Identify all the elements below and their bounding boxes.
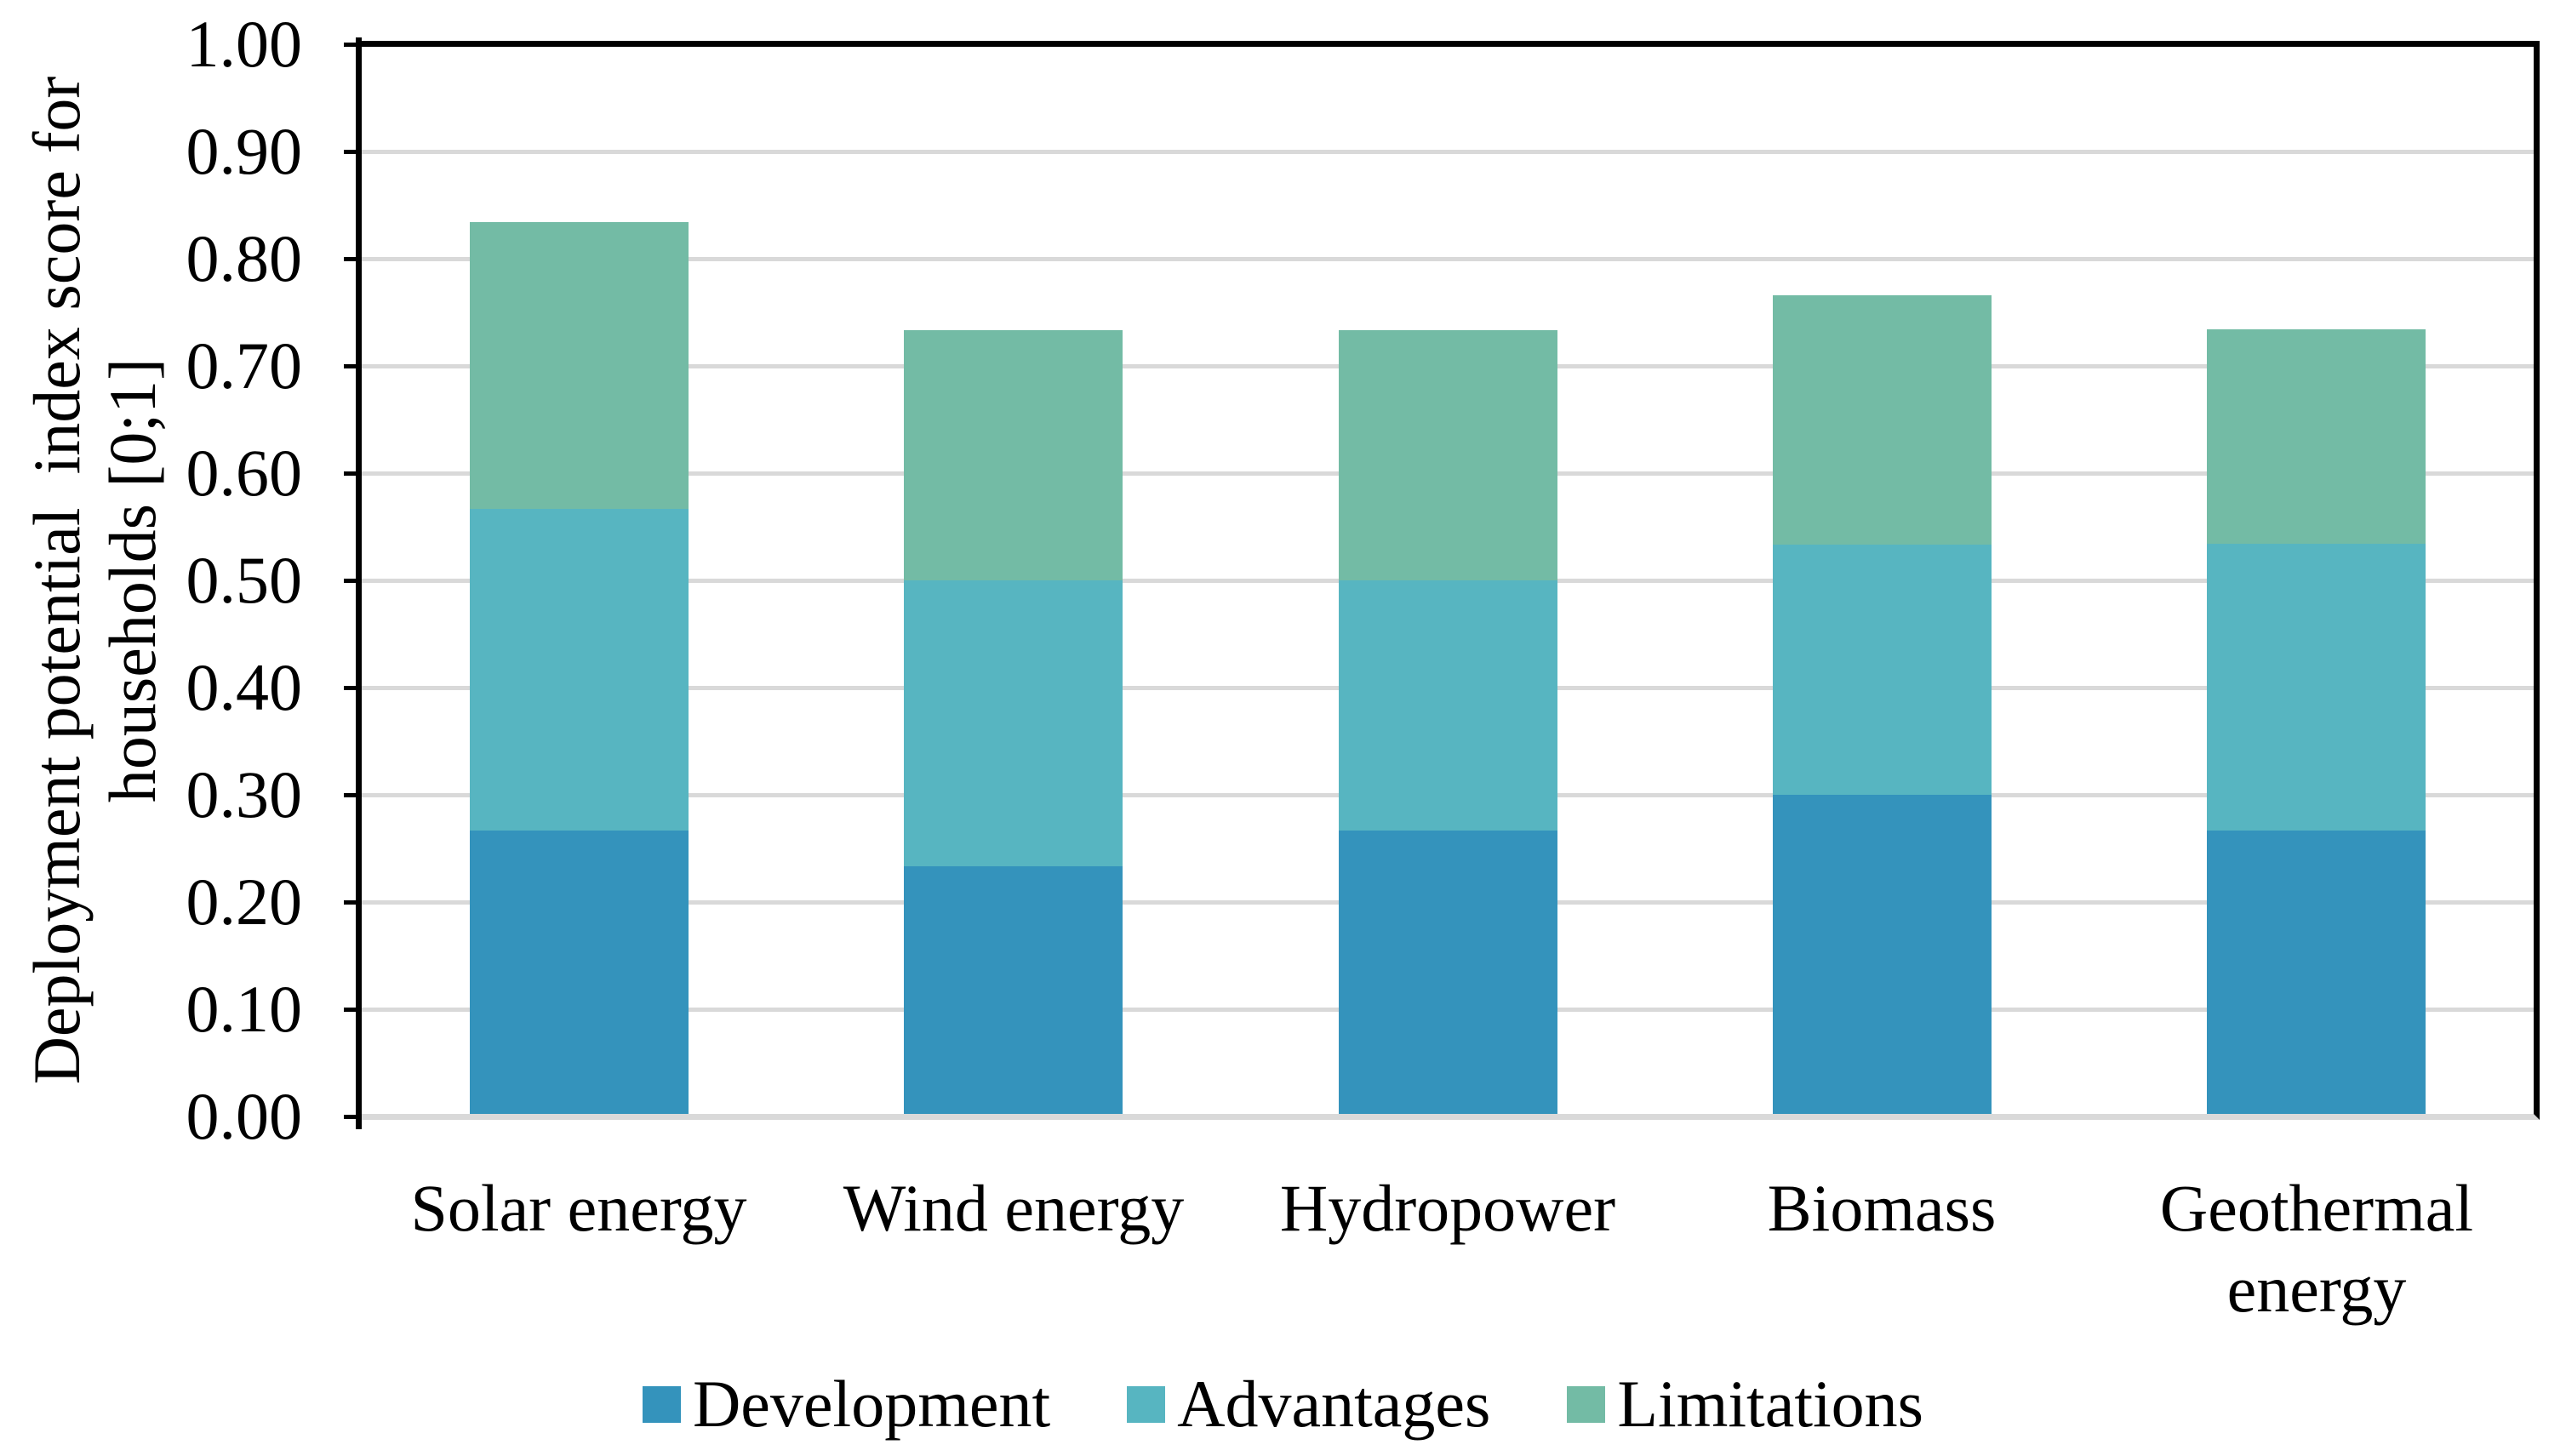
bar-segment-limitations	[904, 330, 1123, 580]
y-tick-label: 0.40	[186, 650, 303, 724]
x-axis-label: Hydropower	[1279, 1171, 1616, 1245]
y-axis-tick	[344, 793, 356, 797]
bar-segment-limitations	[1339, 330, 1557, 580]
y-tick-label: 0.90	[186, 114, 303, 188]
legend-swatch-advantages-icon	[1127, 1385, 1166, 1423]
y-axis-tick	[344, 1115, 356, 1119]
y-tick-label: 1.00	[186, 7, 303, 81]
y-axis-tick	[344, 150, 356, 154]
legend-label: Limitations	[1617, 1367, 1924, 1441]
legend-label: Development	[692, 1367, 1051, 1441]
legend-label: Advantages	[1177, 1367, 1491, 1441]
bar-segment-advantages	[470, 509, 689, 831]
y-axis-tick	[344, 686, 356, 690]
y-axis-tick	[344, 43, 356, 47]
y-tick-label: 0.10	[186, 972, 303, 1046]
bar-segment-development	[470, 831, 689, 1114]
y-tick-label: 0.00	[186, 1079, 303, 1153]
bar-segment-advantages	[2207, 544, 2426, 831]
bar-segment-limitations	[2207, 329, 2426, 544]
y-axis-tick	[344, 257, 356, 261]
y-axis-tick	[344, 900, 356, 905]
y-axis-tick	[344, 1008, 356, 1012]
bar-segment-development	[904, 866, 1123, 1114]
bar-segment-development	[1339, 831, 1557, 1114]
y-tick-label: 0.60	[186, 436, 303, 510]
x-axis-label: Solar energy	[410, 1171, 747, 1245]
legend-item: Advantages	[1127, 1366, 1490, 1442]
legend: Development Advantages Limitations	[0, 1362, 2566, 1447]
legend-swatch-development-icon	[642, 1385, 681, 1423]
bar-segment-limitations	[1773, 295, 1992, 545]
bar-segment-development	[2207, 831, 2426, 1114]
y-axis-tick	[344, 364, 356, 368]
y-tick-label: 0.20	[186, 865, 303, 939]
x-axis-label: Geothermal energy	[2159, 1171, 2474, 1326]
bar-segment-advantages	[1773, 545, 1992, 795]
gridline	[362, 150, 2534, 154]
legend-item: Development	[642, 1366, 1051, 1442]
gridline	[362, 257, 2534, 261]
y-tick-label: 0.80	[186, 221, 303, 295]
x-axis-label: Biomass	[1767, 1171, 1997, 1245]
legend-swatch-limitations-icon	[1567, 1385, 1606, 1423]
bar-segment-limitations	[470, 222, 689, 509]
y-tick-label: 0.30	[186, 757, 303, 831]
bar-segment-advantages	[904, 580, 1123, 866]
x-axis-label: Wind energy	[843, 1171, 1185, 1245]
y-axis-tick	[344, 471, 356, 476]
bar-segment-advantages	[1339, 580, 1557, 831]
legend-item: Limitations	[1567, 1366, 1923, 1442]
y-tick-label: 0.70	[186, 328, 303, 403]
y-axis-tick	[344, 579, 356, 583]
y-axis-line	[356, 37, 362, 1129]
y-tick-label: 0.50	[186, 543, 303, 617]
bar-segment-development	[1773, 795, 1992, 1114]
